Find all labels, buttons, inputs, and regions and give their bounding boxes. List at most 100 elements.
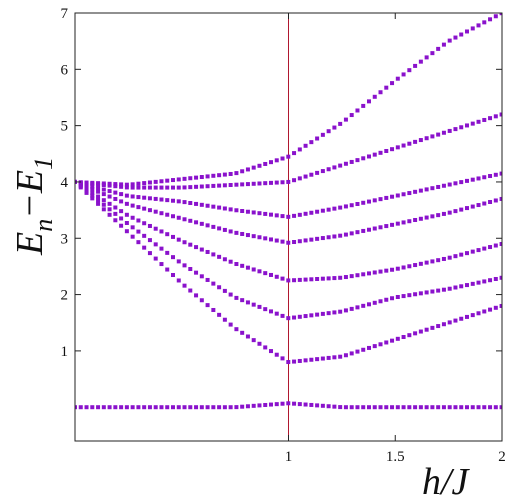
data-point bbox=[159, 246, 164, 251]
data-point bbox=[303, 174, 308, 179]
data-point bbox=[430, 289, 435, 294]
data-point bbox=[113, 211, 118, 216]
data-point bbox=[493, 114, 498, 119]
data-point bbox=[320, 356, 325, 361]
data-point bbox=[407, 191, 412, 196]
data-point bbox=[251, 302, 256, 307]
data-point bbox=[361, 228, 366, 233]
data-point bbox=[96, 189, 101, 194]
y-axis-label-e: E bbox=[9, 232, 51, 256]
data-point bbox=[401, 72, 406, 77]
data-point bbox=[263, 181, 268, 186]
data-point bbox=[441, 322, 446, 327]
data-point bbox=[222, 183, 227, 188]
data-point bbox=[176, 185, 181, 190]
data-point bbox=[205, 174, 210, 179]
series-7 bbox=[75, 13, 502, 187]
data-point bbox=[107, 212, 112, 217]
data-point bbox=[217, 183, 222, 188]
data-point bbox=[332, 355, 337, 360]
data-point bbox=[107, 405, 112, 410]
data-point bbox=[436, 324, 441, 329]
data-point bbox=[153, 209, 158, 214]
data-point bbox=[251, 181, 256, 186]
data-point bbox=[297, 314, 302, 319]
data-point bbox=[251, 267, 256, 272]
data-point bbox=[257, 269, 262, 274]
data-point bbox=[413, 405, 418, 410]
data-point bbox=[418, 291, 423, 296]
data-point bbox=[147, 251, 152, 256]
data-point bbox=[326, 129, 331, 134]
data-point bbox=[453, 254, 458, 259]
data-point bbox=[493, 243, 498, 248]
data-point bbox=[101, 187, 106, 192]
data-point bbox=[211, 252, 216, 257]
data-point bbox=[153, 185, 158, 190]
data-point bbox=[315, 209, 320, 214]
data-point bbox=[124, 185, 129, 190]
data-point bbox=[75, 405, 77, 410]
data-point bbox=[482, 201, 487, 206]
data-point bbox=[430, 325, 435, 330]
data-point bbox=[303, 402, 308, 407]
data-point bbox=[101, 198, 106, 203]
data-point bbox=[355, 305, 360, 310]
data-point bbox=[217, 205, 222, 210]
data-point bbox=[188, 176, 193, 181]
data-point bbox=[130, 405, 135, 410]
data-point bbox=[395, 76, 400, 81]
data-point bbox=[447, 128, 452, 133]
data-point bbox=[170, 178, 175, 183]
data-point bbox=[326, 276, 331, 281]
data-point bbox=[418, 329, 423, 334]
data-point bbox=[124, 221, 129, 226]
data-point bbox=[499, 171, 502, 176]
data-point bbox=[470, 405, 475, 410]
data-point bbox=[488, 199, 493, 204]
data-point bbox=[366, 227, 371, 232]
data-point bbox=[355, 349, 360, 354]
data-point bbox=[280, 239, 285, 244]
data-point bbox=[384, 405, 389, 410]
data-point bbox=[217, 285, 222, 290]
data-point bbox=[309, 277, 314, 282]
data-point bbox=[90, 184, 95, 189]
data-point bbox=[188, 185, 193, 190]
data-point bbox=[343, 204, 348, 209]
data-point bbox=[413, 292, 418, 297]
data-point bbox=[447, 320, 452, 325]
data-point bbox=[436, 288, 441, 293]
data-point bbox=[436, 213, 441, 218]
data-point bbox=[119, 209, 124, 214]
data-point bbox=[390, 222, 395, 227]
data-point bbox=[453, 35, 458, 40]
data-point bbox=[303, 211, 308, 216]
data-point bbox=[136, 205, 141, 210]
data-point bbox=[470, 204, 475, 209]
data-point bbox=[188, 218, 193, 223]
data-point bbox=[378, 269, 383, 274]
data-point bbox=[407, 405, 412, 410]
data-point bbox=[482, 246, 487, 251]
data-point bbox=[372, 226, 377, 231]
data-point bbox=[453, 127, 458, 132]
data-point bbox=[338, 163, 343, 168]
data-point bbox=[349, 113, 354, 118]
data-point bbox=[372, 94, 377, 99]
data-point bbox=[136, 218, 141, 223]
data-point bbox=[90, 187, 95, 192]
data-point bbox=[493, 14, 498, 19]
data-point bbox=[418, 261, 423, 266]
data-point bbox=[326, 355, 331, 360]
data-point bbox=[245, 300, 250, 305]
data-point bbox=[159, 197, 164, 202]
data-point bbox=[228, 182, 233, 187]
data-point bbox=[268, 237, 273, 242]
data-point bbox=[349, 405, 354, 410]
data-point bbox=[263, 236, 268, 241]
data-point bbox=[476, 176, 481, 181]
data-point bbox=[361, 156, 366, 161]
data-point bbox=[182, 240, 187, 245]
data-point bbox=[263, 211, 268, 216]
